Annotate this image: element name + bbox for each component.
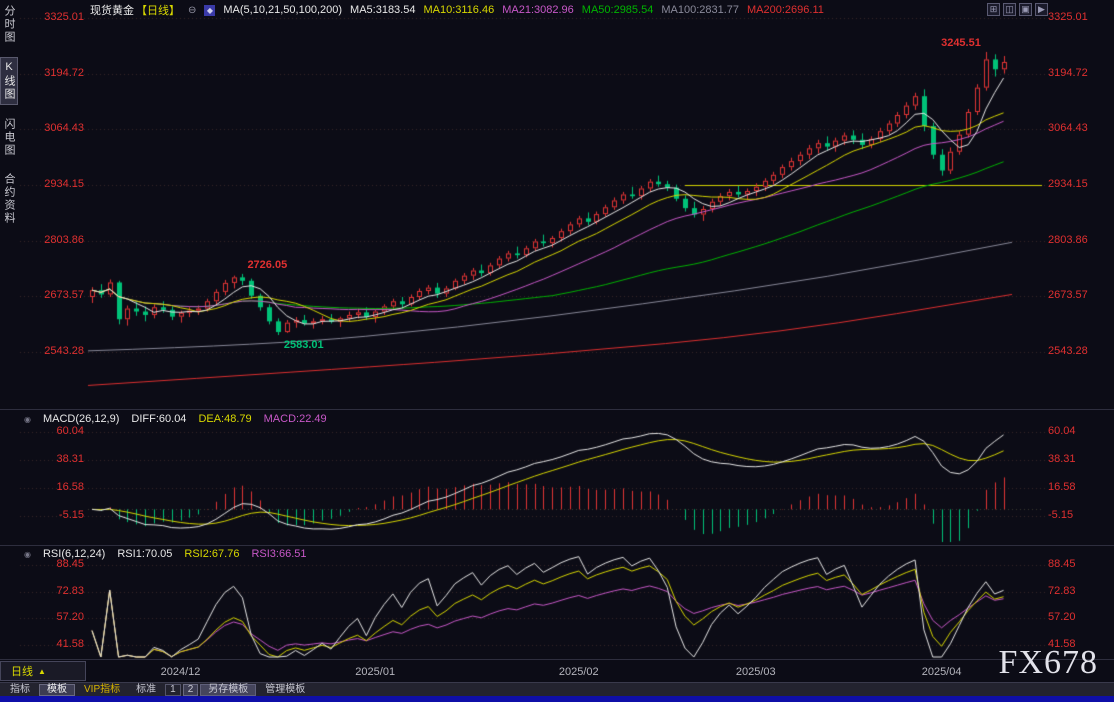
sidebar-item-kline-chart[interactable]: K线图	[0, 57, 18, 105]
play-forward-icon[interactable]: ▶	[1035, 3, 1048, 16]
period-label: 日线	[11, 666, 33, 678]
rsi3-value: RSI3:66.51	[251, 548, 307, 560]
panel-separator	[0, 409, 1114, 410]
ma10-value: MA10:3116.46	[423, 4, 495, 16]
toolbar-tab-indicators[interactable]: 指标	[10, 683, 30, 695]
rsi-params-label: RSI(6,12,24)	[42, 548, 106, 560]
period-tag: 【日线】	[136, 5, 180, 17]
macd-macd-value: MACD:22.49	[263, 413, 327, 425]
ma50-value: MA50:2985.54	[581, 4, 654, 16]
toolbar-tab-standard[interactable]: 标准	[136, 683, 157, 695]
ma100-value: MA100:2831.77	[661, 4, 740, 16]
toolbar-button-save-template[interactable]: 另存模板	[200, 683, 257, 696]
layout-split-icon[interactable]: ◫	[1003, 3, 1016, 16]
sidebar-item-time-chart[interactable]: 分时图	[3, 5, 15, 44]
macd-params-label: MACD(26,12,9)	[42, 413, 120, 425]
rsi-collapse-icon[interactable]: ◉	[24, 549, 31, 559]
toolbar-button-2[interactable]: 2	[182, 683, 199, 696]
period-arrow-icon: ▲	[38, 666, 46, 676]
macd-diff-value: DIFF:60.04	[131, 413, 187, 425]
symbol-settings-icon[interactable]: ⊖	[188, 4, 197, 16]
toolbar-button-1[interactable]: 1	[165, 683, 181, 696]
rsi-legend-row: ◉ RSI(6,12,24) RSI1:70.05 RSI2:67.76 RSI…	[24, 548, 307, 560]
rsi2-value: RSI2:67.76	[184, 548, 240, 560]
top-bar: 现货黄金 【日线】 ⊖ ◆ MA(5,10,21,50,100,200) MA5…	[0, 0, 1114, 20]
macd-legend-row: ◉ MACD(26,12,9) DIFF:60.04 DEA:48.79 MAC…	[24, 413, 327, 425]
bottom-toolbar: 指标 模板 VIP指标 标准 1 2 另存模板 管理模板	[0, 682, 1114, 696]
toolbar-button-manage-template[interactable]: 管理模板	[265, 683, 306, 695]
symbol-title: 现货黄金	[90, 5, 134, 17]
ma-settings-icon[interactable]: ◆	[204, 4, 216, 16]
ma-group-label: MA(5,10,21,50,100,200)	[223, 4, 343, 16]
sidebar-item-lightning-chart[interactable]: 闪电图	[3, 118, 15, 157]
toolbar-tab-template[interactable]: 模板	[39, 683, 75, 696]
layout-single-icon[interactable]: ▣	[1019, 3, 1032, 16]
rsi1-value: RSI1:70.05	[117, 548, 173, 560]
ma200-value: MA200:2696.11	[747, 4, 824, 16]
watermark: FX678	[998, 644, 1098, 681]
ma21-value: MA21:3082.96	[502, 4, 574, 16]
chart-type-sidebar: 分时图 K线图 闪电图 合约资料	[0, 2, 18, 228]
layout-grid-icon[interactable]: ⊞	[987, 3, 1000, 16]
toolbar-tab-vip-indicators[interactable]: VIP指标	[84, 683, 121, 695]
panel-separator	[0, 659, 1114, 660]
sidebar-item-contract-info[interactable]: 合约资料	[3, 173, 15, 225]
macd-dea-value: DEA:48.79	[198, 413, 252, 425]
period-selector-button[interactable]: 日线 ▲	[0, 661, 86, 681]
ma5-value: MA5:3183.54	[350, 4, 416, 16]
panel-separator	[0, 545, 1114, 546]
macd-collapse-icon[interactable]: ◉	[24, 414, 31, 424]
window-layout-icons: ⊞ ◫ ▣ ▶	[987, 3, 1048, 16]
taskbar-strip	[0, 696, 1114, 702]
